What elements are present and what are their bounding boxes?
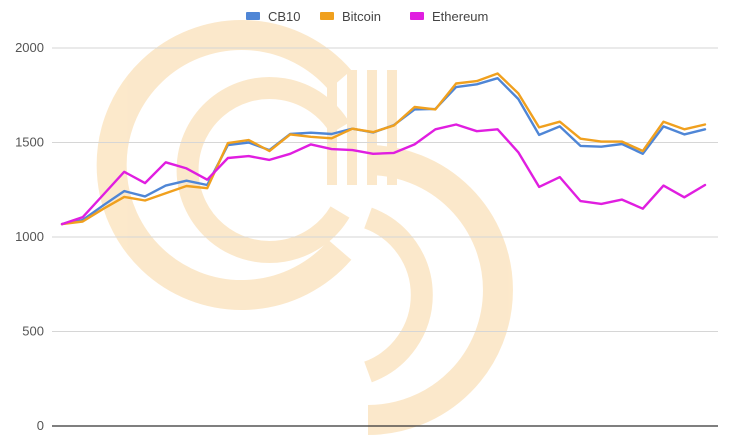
series-line-ethereum <box>60 123 707 226</box>
legend-swatch-ethereum <box>410 12 424 20</box>
y-tick-label: 2000 <box>15 40 44 55</box>
legend-swatch-bitcoin <box>320 12 334 20</box>
y-axis-ticks: 0 500 1000 1500 2000 <box>15 40 44 433</box>
legend-label-bitcoin: Bitcoin <box>342 9 381 24</box>
legend-label-ethereum: Ethereum <box>432 9 488 24</box>
y-tick-label: 0 <box>37 418 44 433</box>
series-line-bitcoin <box>60 72 707 226</box>
y-tick-label: 1500 <box>15 135 44 150</box>
legend-label-cb10: CB10 <box>268 9 301 24</box>
series-layer <box>60 72 707 226</box>
watermark-logo <box>96 20 513 435</box>
legend-swatch-cb10 <box>246 12 260 20</box>
legend: CB10 Bitcoin Ethereum <box>246 9 488 24</box>
y-tick-label: 500 <box>22 324 44 339</box>
grid-layer <box>52 47 718 427</box>
y-tick-label: 1000 <box>15 229 44 244</box>
